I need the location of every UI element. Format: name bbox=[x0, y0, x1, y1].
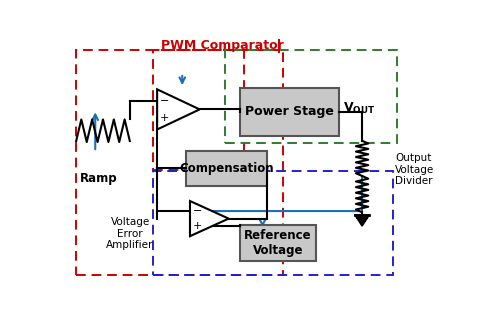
Bar bbox=[153, 51, 244, 170]
Bar bbox=[241, 225, 316, 261]
Text: Voltage
Error
Amplifier: Voltage Error Amplifier bbox=[106, 217, 154, 250]
Text: Reference
Voltage: Reference Voltage bbox=[244, 229, 312, 257]
Bar bbox=[153, 171, 393, 275]
Polygon shape bbox=[355, 215, 369, 226]
Text: Output
Voltage
Divider: Output Voltage Divider bbox=[395, 153, 434, 186]
Bar bbox=[186, 151, 267, 186]
Polygon shape bbox=[157, 89, 200, 129]
Text: PWM Comparator: PWM Comparator bbox=[162, 39, 284, 52]
Text: Compensation: Compensation bbox=[180, 162, 274, 175]
Text: Power Stage: Power Stage bbox=[245, 105, 334, 118]
Text: −: − bbox=[193, 206, 203, 216]
Bar bbox=[241, 88, 339, 136]
Text: +: + bbox=[160, 113, 170, 123]
Bar bbox=[225, 51, 397, 143]
Text: −: − bbox=[160, 96, 170, 106]
Text: $\mathbf{V_{OUT}}$: $\mathbf{V_{OUT}}$ bbox=[343, 101, 375, 116]
Polygon shape bbox=[190, 201, 229, 236]
Bar bbox=[76, 51, 283, 275]
Text: Ramp: Ramp bbox=[80, 172, 118, 185]
Text: +: + bbox=[193, 221, 203, 231]
